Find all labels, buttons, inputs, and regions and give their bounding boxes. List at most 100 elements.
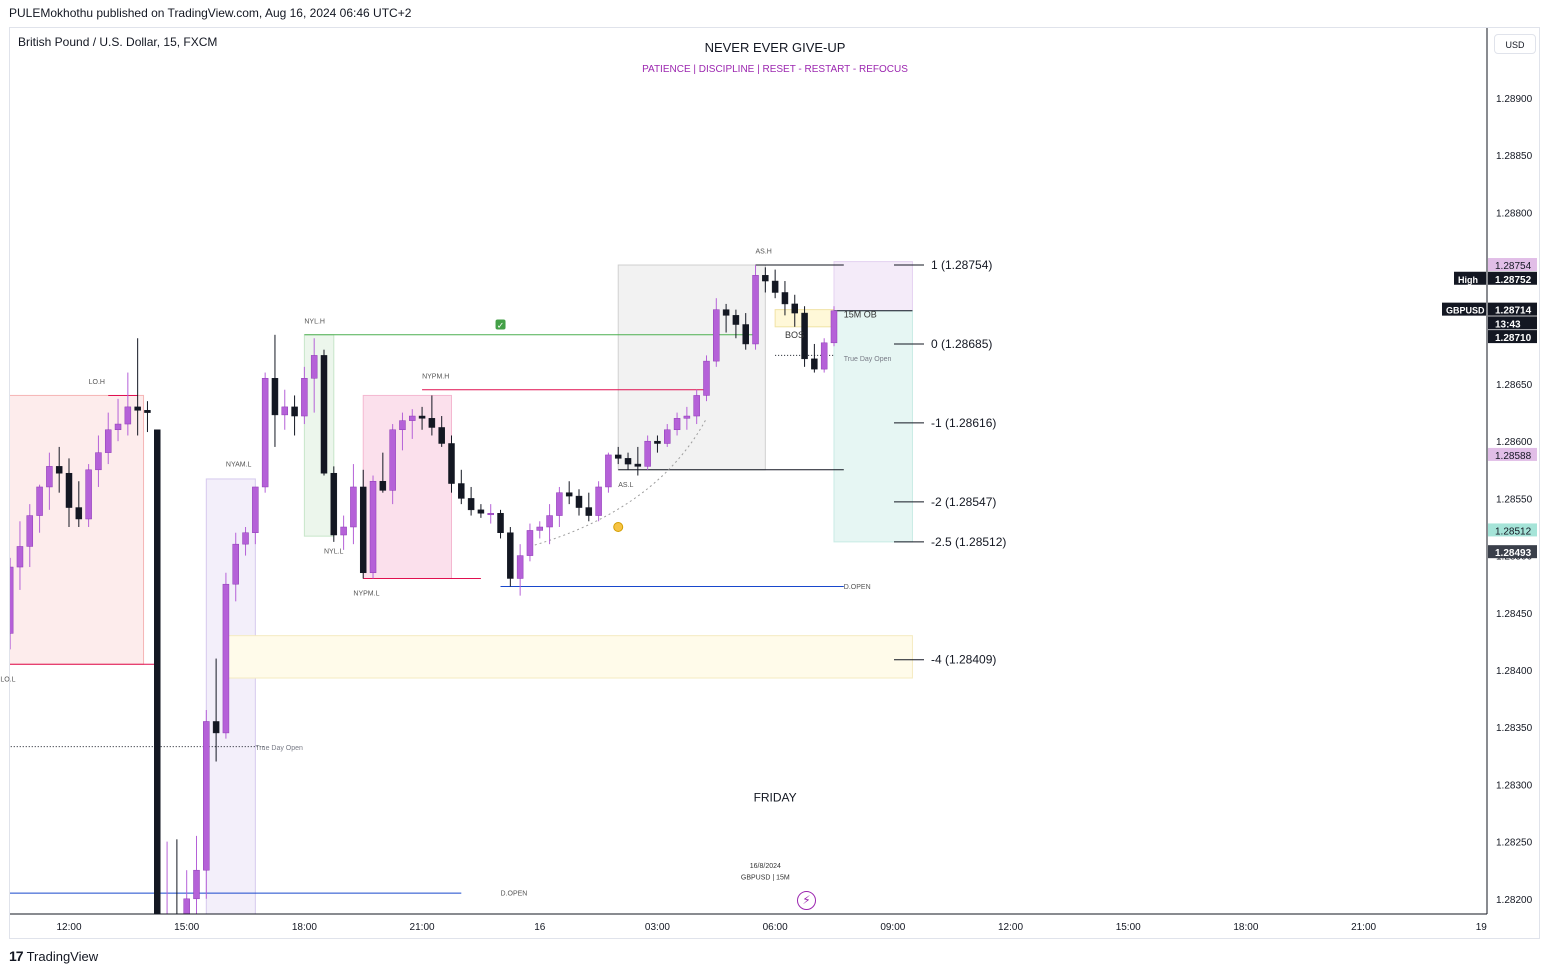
time-tick-label: 09:00 <box>880 922 905 933</box>
london-session <box>10 394 145 665</box>
chart-annotation: True Day Open <box>255 745 303 752</box>
fib-level-label: 1 (1.28754) <box>931 258 992 272</box>
price-tick-label: 1.28250 <box>1496 838 1533 849</box>
bearish-candle <box>65 472 73 508</box>
bullish-candle <box>183 898 190 914</box>
bullish-candle <box>164 922 170 939</box>
time-tick-label: 15:00 <box>174 922 199 933</box>
bullish-candle <box>350 486 357 528</box>
price-tag-bg <box>1488 545 1537 559</box>
bullish-candle <box>310 355 318 379</box>
chart-annotation: GBPUSD | 15M <box>741 874 790 881</box>
price-tick-label: 1.28200 <box>1496 895 1533 906</box>
time-tick-label: 12:00 <box>998 922 1023 933</box>
price-tag-bg <box>1488 523 1537 537</box>
target-zone <box>833 310 913 543</box>
price-tag-bg <box>1488 316 1537 330</box>
bullish-candle <box>605 454 612 488</box>
bearish-candle <box>791 303 799 314</box>
bullish-candle <box>830 310 838 344</box>
symbol-title: British Pound / U.S. Dollar, 15, FXCM <box>18 35 218 49</box>
price-tick-label: 1.28800 <box>1496 208 1533 219</box>
bullish-candle <box>124 406 132 425</box>
bearish-candle <box>497 513 504 533</box>
time-tick-label: 06:00 <box>763 922 788 933</box>
bullish-candle <box>389 429 396 491</box>
bearish-candle <box>418 415 426 419</box>
bullish-candle <box>252 486 259 533</box>
publish-header: PULEMokhothu published on TradingView.co… <box>9 6 412 20</box>
time-tick-label: 12:00 <box>56 922 81 933</box>
bearish-candle <box>762 275 769 282</box>
bullish-candle <box>340 526 347 536</box>
bearish-candle <box>467 498 475 511</box>
bearish-candle <box>271 378 279 416</box>
bearish-candle <box>507 532 514 579</box>
bearish-candle <box>320 355 328 474</box>
fvg-zone <box>225 635 913 679</box>
price-tick-label: 1.28450 <box>1496 609 1533 620</box>
bearish-candle <box>144 410 151 413</box>
bullish-candle <box>193 869 200 900</box>
chart-frame <box>9 27 1540 939</box>
time-tick-label: 15:00 <box>1116 922 1141 933</box>
bullish-candle <box>46 466 53 488</box>
bullish-candle <box>26 515 34 547</box>
bearish-candle <box>477 509 485 514</box>
price-tag-bg <box>1488 330 1537 344</box>
bullish-candle <box>713 309 720 362</box>
bearish-candle <box>614 454 622 459</box>
currency-selector[interactable]: USD <box>1494 34 1536 54</box>
bearish-candle <box>565 492 573 497</box>
chart-annotation: NYPM.H <box>422 373 449 380</box>
price-tag-label: 1.28754 <box>1495 261 1532 272</box>
bullish-candle <box>673 418 681 431</box>
price-tag-bg <box>1488 271 1537 285</box>
bullish-candle <box>281 406 289 416</box>
ny-pm-session <box>362 394 452 579</box>
price-tick-label: 1.28650 <box>1496 380 1533 391</box>
bullish-candle <box>526 530 534 556</box>
motto-subtitle: PATIENCE | DISCIPLINE | RESET - RESTART … <box>642 64 908 75</box>
chart-annotation: D.OPEN <box>501 890 528 897</box>
time-tick-label: 16 <box>534 922 546 933</box>
bullish-candle <box>399 420 406 431</box>
chart-annotation: FRIDAY <box>754 791 797 805</box>
price-tag-label: 1.28512 <box>1495 526 1532 537</box>
ny-am-session <box>205 478 256 914</box>
time-tick-label: 18:00 <box>292 922 317 933</box>
bullish-candle <box>36 486 43 516</box>
tradingview-logo-icon: 17 <box>9 948 24 964</box>
chart-annotation: NYL.H <box>304 318 325 325</box>
time-tick-label: 03:00 <box>645 922 670 933</box>
bearish-candle <box>212 721 220 734</box>
price-tag-prefix: GBPUSD <box>1446 306 1485 316</box>
chart-annotation: NYPM.L <box>353 591 379 598</box>
bearish-candle <box>771 280 779 293</box>
chart-annotation: AS.H <box>756 249 772 256</box>
chart-annotation: 15M OB <box>844 310 877 320</box>
chart-annotation: True Day Open <box>844 356 892 363</box>
tradingview-footer[interactable]: 17 TradingView <box>9 948 98 964</box>
price-tick-label: 1.28900 <box>1496 94 1533 105</box>
bearish-candle <box>722 309 730 316</box>
bullish-candle <box>222 583 230 734</box>
bullish-candle <box>261 378 269 488</box>
bullish-candle <box>114 423 122 431</box>
bearish-candle <box>75 507 83 520</box>
bearish-candle <box>575 495 583 508</box>
price-tick-label: 1.28850 <box>1496 151 1533 162</box>
bearish-candle <box>134 406 141 411</box>
price-tag-prefix: High <box>1458 275 1478 285</box>
ny-lunch-session <box>303 334 335 537</box>
bullish-candle <box>409 415 416 421</box>
price-tag-bg <box>1488 447 1537 461</box>
bullish-candle <box>683 415 691 419</box>
lightning-icon[interactable]: ⚡ <box>797 891 816 910</box>
price-tick-label: 1.28350 <box>1496 723 1533 734</box>
bullish-candle <box>95 452 102 471</box>
price-tag-bg <box>1488 302 1537 316</box>
price-tag-label: 1.28710 <box>1495 333 1532 344</box>
bullish-candle <box>693 395 700 417</box>
